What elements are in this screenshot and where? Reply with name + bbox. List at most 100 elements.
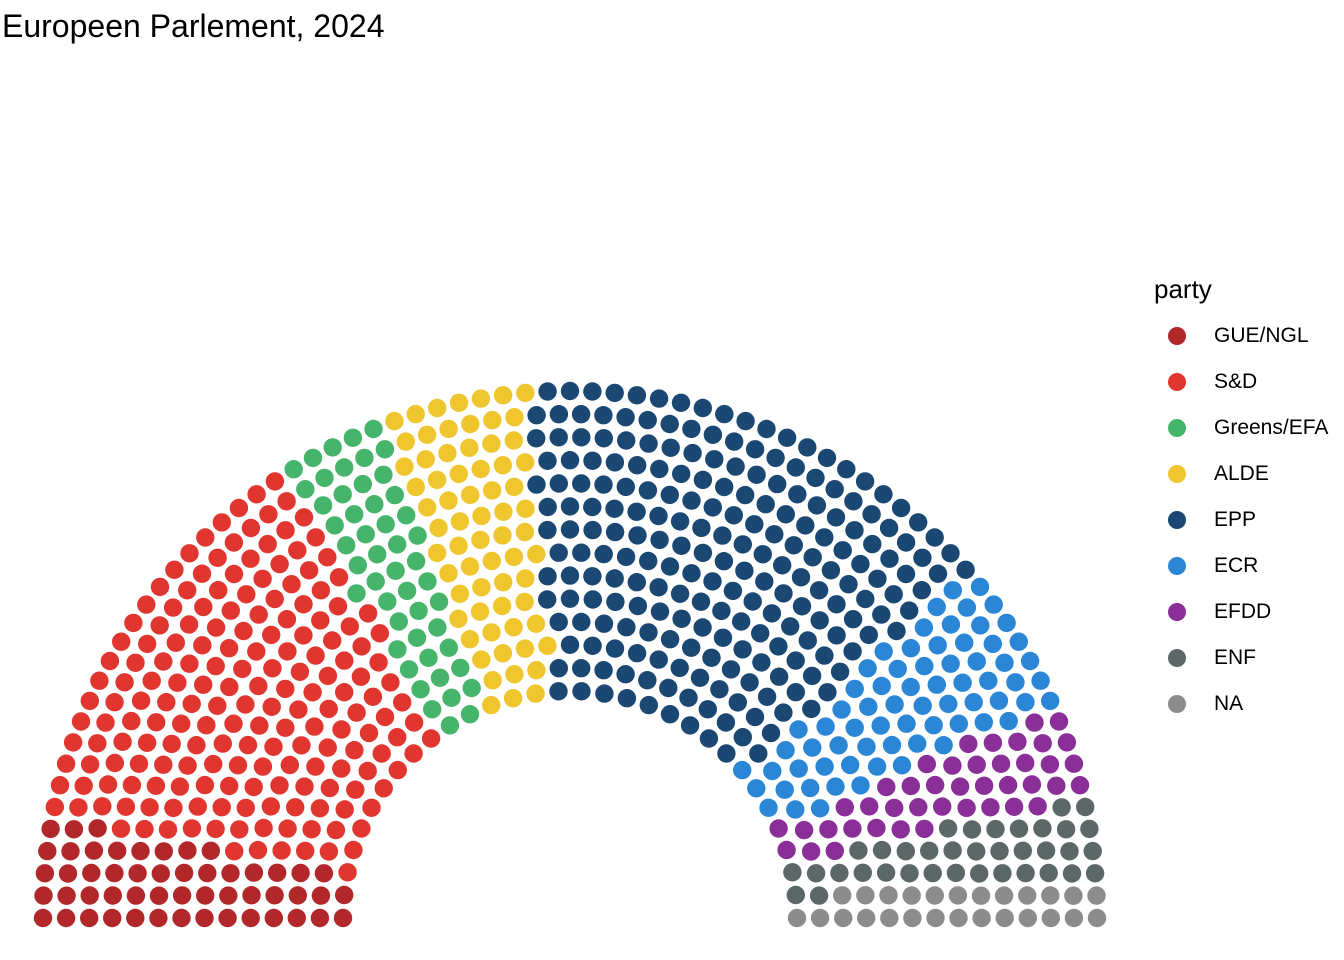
seat-dot bbox=[690, 668, 710, 687]
seat-dot bbox=[182, 819, 202, 838]
seat-dot bbox=[1009, 632, 1028, 651]
seat-dot bbox=[399, 660, 419, 679]
seat-dot bbox=[572, 474, 591, 493]
seat-dot bbox=[290, 662, 310, 681]
seat-dot bbox=[761, 723, 781, 743]
seat-dot bbox=[57, 886, 76, 905]
seat-dot bbox=[984, 595, 1003, 614]
seat-dot bbox=[628, 456, 647, 475]
seat-dot bbox=[888, 659, 907, 679]
seat-dot bbox=[122, 711, 141, 731]
seat-dot bbox=[659, 678, 678, 698]
seat-dot bbox=[74, 776, 93, 795]
seat-dot bbox=[815, 757, 834, 776]
legend-swatch bbox=[1168, 327, 1186, 345]
seat-dot bbox=[1060, 842, 1079, 861]
seat-dot bbox=[288, 886, 307, 905]
seat-dot bbox=[835, 798, 854, 817]
seat-dot bbox=[174, 863, 194, 883]
seat-dot bbox=[956, 560, 975, 579]
seat-dot bbox=[333, 485, 352, 504]
seat-dot bbox=[1025, 713, 1044, 732]
seat-dot bbox=[859, 697, 878, 716]
seat-dot bbox=[404, 713, 424, 732]
seat-dot bbox=[242, 886, 261, 905]
seat-dot bbox=[201, 841, 220, 860]
seat-dot bbox=[219, 639, 239, 658]
seat-dot bbox=[335, 683, 354, 702]
seat-dot bbox=[862, 505, 881, 524]
seat-dot bbox=[789, 720, 808, 739]
seat-dot bbox=[605, 383, 624, 403]
seat-dot bbox=[294, 595, 313, 614]
seat-dot bbox=[503, 689, 523, 708]
seat-dot bbox=[997, 613, 1016, 633]
seat-dot bbox=[236, 695, 255, 714]
seat-dot bbox=[135, 819, 154, 839]
seat-dot bbox=[439, 564, 458, 583]
seat-dot bbox=[376, 515, 395, 534]
seat-dot bbox=[206, 618, 226, 637]
seat-dot bbox=[272, 841, 291, 860]
seat-dot bbox=[745, 707, 765, 727]
seat-dot bbox=[142, 671, 161, 690]
seat-dot bbox=[725, 432, 744, 451]
seat-dot bbox=[527, 661, 546, 680]
seat-dot bbox=[234, 621, 253, 641]
seat-dot bbox=[867, 818, 886, 838]
seat-dot bbox=[1083, 841, 1102, 861]
seat-dot bbox=[1036, 841, 1056, 860]
seat-dot bbox=[429, 518, 448, 538]
seat-dot bbox=[786, 458, 805, 477]
seat-dot bbox=[606, 592, 625, 612]
seat-dot bbox=[140, 798, 159, 817]
seat-dot bbox=[149, 886, 169, 905]
seat-dot bbox=[180, 654, 199, 673]
seat-dot bbox=[660, 414, 679, 434]
seat-dot bbox=[967, 755, 986, 774]
seat-dot bbox=[583, 382, 602, 401]
seat-dot bbox=[319, 842, 339, 861]
seat-dot bbox=[154, 755, 173, 774]
seat-dot bbox=[786, 683, 805, 702]
seat-dot bbox=[867, 757, 887, 776]
seat-dot bbox=[154, 842, 173, 861]
seat-dot bbox=[755, 572, 774, 591]
seat-dot bbox=[843, 610, 863, 629]
seat-dot bbox=[323, 631, 342, 650]
seat-dot bbox=[957, 598, 977, 617]
seat-dot bbox=[1052, 798, 1071, 817]
seat-dot bbox=[791, 568, 811, 587]
seat-dot bbox=[206, 819, 225, 839]
legend-label: EFDD bbox=[1214, 600, 1272, 623]
seat-dot bbox=[196, 528, 215, 547]
seat-dot bbox=[527, 475, 546, 494]
seat-dot bbox=[639, 434, 658, 453]
seat-dot bbox=[859, 625, 878, 645]
seat-dot bbox=[278, 642, 297, 661]
seat-dot bbox=[56, 754, 76, 773]
seat-dot bbox=[461, 485, 480, 505]
seat-dot bbox=[821, 561, 841, 580]
seat-dot bbox=[397, 581, 417, 601]
seat-dot bbox=[807, 496, 827, 515]
seat-dot bbox=[826, 508, 846, 527]
seat-dot bbox=[572, 612, 591, 632]
seat-dot bbox=[450, 512, 470, 531]
seat-dot bbox=[844, 492, 863, 511]
legend-label: EPP bbox=[1214, 508, 1257, 531]
seat-dot bbox=[220, 677, 239, 697]
seat-dot bbox=[261, 797, 280, 816]
seat-dot bbox=[616, 477, 635, 497]
legend-item: ENF bbox=[1154, 635, 1328, 681]
seat-dot bbox=[661, 438, 680, 457]
legend-item: GUE/NGL bbox=[1154, 313, 1328, 359]
seat-dot bbox=[594, 429, 613, 448]
seat-dot bbox=[732, 612, 751, 631]
seat-dot bbox=[147, 713, 166, 732]
seat-dot bbox=[693, 398, 712, 418]
seat-dot bbox=[375, 707, 395, 727]
seat-dot bbox=[406, 477, 425, 497]
seat-dot bbox=[967, 652, 986, 671]
seat-dot bbox=[115, 673, 134, 692]
